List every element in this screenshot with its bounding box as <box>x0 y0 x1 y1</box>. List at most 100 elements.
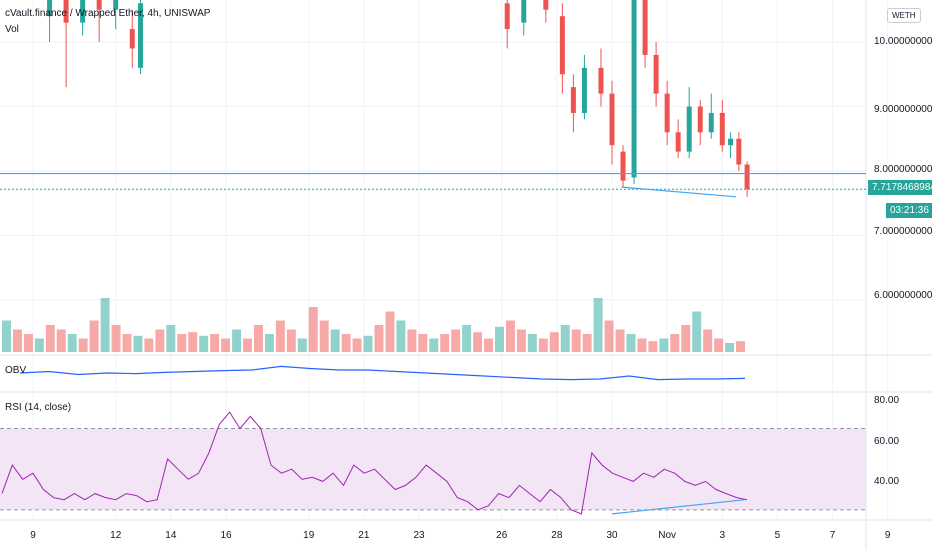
candle-body <box>642 0 648 55</box>
candle-body <box>653 54 659 94</box>
candle-body <box>708 112 714 133</box>
x-tick-label: Nov <box>658 530 677 541</box>
candle-body <box>686 106 692 152</box>
x-tick-label: 30 <box>606 530 618 541</box>
volume-bar <box>549 332 559 352</box>
rsi-label: RSI (14, close) <box>5 402 72 413</box>
volume-bar <box>714 338 724 352</box>
volume-bar <box>396 320 406 352</box>
volume-bar <box>462 325 472 352</box>
volume-bar <box>188 332 198 352</box>
volume-bar <box>232 329 242 352</box>
volume-bar <box>473 332 483 352</box>
volume-bar <box>659 338 669 352</box>
volume-bar <box>12 329 22 352</box>
x-tick-label: 9 <box>30 530 36 541</box>
volume-bar <box>418 334 428 352</box>
x-tick-label: 7 <box>829 530 836 541</box>
x-tick-label: 5 <box>774 530 781 541</box>
volume-bar <box>560 325 570 352</box>
volume-bar <box>385 311 395 352</box>
volume-bar <box>451 329 461 352</box>
candle-body <box>736 138 742 165</box>
candle-body <box>129 29 135 49</box>
rsi-tick: 80.00 <box>874 395 900 406</box>
volume-bar <box>2 320 11 352</box>
x-tick-label: 26 <box>496 530 508 541</box>
obv-label: OBV <box>5 365 27 376</box>
volume-bars <box>2 298 745 352</box>
candle-body <box>559 16 565 75</box>
obv-pane <box>19 365 746 381</box>
candle-body <box>96 0 102 10</box>
currency-button[interactable]: WETH <box>887 8 921 23</box>
volume-bar <box>111 325 121 352</box>
price-tick: 7.0000000000 <box>874 226 932 237</box>
candle-body <box>675 132 681 152</box>
volume-bar <box>264 334 274 352</box>
volume-bar <box>45 325 55 352</box>
volume-bar <box>253 325 263 352</box>
volume-bar <box>681 325 691 352</box>
volume-bar <box>133 335 143 352</box>
volume-bar <box>736 341 745 352</box>
candle-body <box>504 3 510 30</box>
volume-bar <box>703 329 713 352</box>
volume-bar <box>374 325 384 352</box>
volume-bar <box>440 334 450 352</box>
rsi-tick: 60.00 <box>874 436 900 447</box>
volume-bar <box>155 329 165 352</box>
x-tick-label: 9 <box>884 530 891 541</box>
volume-bar <box>505 320 515 352</box>
rsi-line <box>1 411 748 515</box>
candle-body <box>543 0 549 10</box>
candle-body <box>581 67 587 113</box>
volume-bar <box>604 320 614 352</box>
volume-bar <box>516 329 526 352</box>
volume-bar <box>243 338 252 352</box>
volume-bar <box>692 311 702 352</box>
volume-bar <box>571 329 581 352</box>
volume-bar <box>341 334 351 352</box>
volume-bar <box>670 334 680 352</box>
volume-bar <box>725 343 735 352</box>
price-lines <box>0 172 866 198</box>
volume-bar <box>275 320 285 352</box>
volume-bar <box>199 335 209 352</box>
volume-bar <box>330 329 340 352</box>
volume-bar <box>177 334 187 352</box>
volume-bar <box>308 307 318 352</box>
volume-bar <box>648 341 658 352</box>
x-tick-label: 3 <box>719 530 726 541</box>
candle-body <box>521 0 527 23</box>
volume-bar <box>538 338 548 352</box>
volume-bar <box>352 338 362 352</box>
volume-bar <box>495 326 504 352</box>
volume-bar <box>23 334 33 352</box>
candle-body <box>80 0 86 23</box>
volume-bar <box>319 320 329 352</box>
volume-bar <box>122 334 132 352</box>
x-tick-label: 12 <box>110 530 122 541</box>
volume-bar <box>34 338 44 352</box>
trendline <box>621 186 737 198</box>
rsi-band <box>0 428 866 510</box>
obv-line <box>19 365 746 381</box>
volume-bar <box>166 325 176 352</box>
candle-body <box>664 93 670 133</box>
x-tick-label: 16 <box>220 530 232 541</box>
chart-title: cVault.finance / Wrapped Ether, 4h, UNIS… <box>5 8 211 19</box>
volume-bar <box>67 334 77 352</box>
rsi-pane <box>0 411 866 515</box>
volume-bar <box>89 320 99 352</box>
price-tick: 8.0000000000 <box>874 164 932 175</box>
candle-body <box>728 138 734 146</box>
x-tick-label: 21 <box>358 530 370 541</box>
volume-bar <box>210 334 220 352</box>
volume-bar <box>363 335 373 352</box>
volume-bar <box>144 338 154 352</box>
x-tick-label: 28 <box>551 530 563 541</box>
volume-bar <box>297 338 307 352</box>
